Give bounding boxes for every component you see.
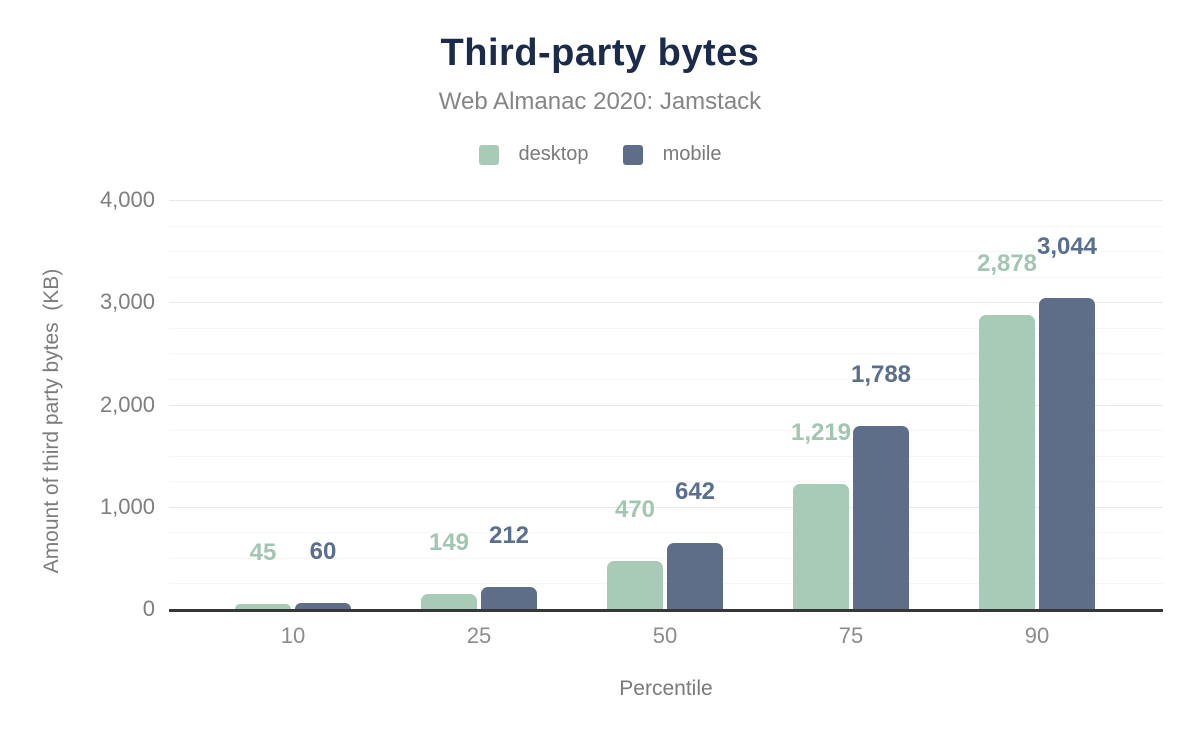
value-label-desktop-p50: 470 [614,495,656,523]
bar-mobile-p90 [1039,297,1095,609]
minor-gridline [169,225,1163,227]
value-label-mobile-p10: 60 [309,537,337,565]
bar-desktop-p90 [979,314,1035,609]
y-tick-label: 2,000 [99,391,155,417]
minor-gridline [169,481,1163,483]
minor-gridline [169,327,1163,329]
bar-desktop-p75 [793,484,849,609]
x-tick-label: 75 [838,623,864,648]
minor-gridline [169,532,1163,534]
major-gridline [169,200,1163,201]
y-tick-label: 0 [142,596,155,621]
legend-item-mobile: mobile [622,143,722,166]
value-label-desktop-p25: 149 [428,528,470,556]
x-tick-label: 90 [1024,623,1050,648]
major-gridline [169,404,1163,406]
x-axis-title: Percentile [619,677,713,700]
y-tick-label: 4,000 [99,187,155,212]
minor-gridline [169,430,1163,432]
minor-gridline [169,583,1163,585]
legend-item-desktop: desktop [478,143,589,166]
bar-desktop-p50 [607,560,663,609]
bar-desktop-p25 [421,593,477,609]
value-label-mobile-p50: 642 [674,478,716,506]
x-tick-label: 10 [280,623,306,648]
legend-label-desktop: desktop [518,143,589,165]
minor-gridline [169,251,1163,253]
bar-mobile-p50 [667,543,723,609]
major-gridline [169,506,1163,508]
chart-title: Third-party bytes [440,32,760,74]
x-tick-label: 50 [652,623,678,648]
plot-area: 0 1,000 2,000 3,000 4,000 45 60 149 212 470 642 1,… [100,188,1163,700]
x-axis-line [169,609,1163,612]
chart-subtitle: Web Almanac 2020: Jamstack [438,88,762,115]
minor-gridline [169,557,1163,559]
bar-mobile-p25 [481,587,537,609]
bar-mobile-p75 [853,426,909,609]
value-label-mobile-p90: 3,044 [1036,232,1098,260]
y-tick-label: 1,000 [99,493,155,519]
bar-mobile-p10 [295,602,351,609]
minor-gridline [169,455,1163,457]
major-gridline [169,302,1163,304]
value-label-desktop-p90: 2,878 [976,249,1038,277]
minor-gridline [169,378,1163,380]
x-tick-label: 25 [466,623,492,648]
desktop-swatch [478,144,499,165]
y-tick-label: 3,000 [99,289,155,315]
minor-gridline [169,353,1163,355]
value-label-desktop-p10: 45 [249,539,277,567]
value-label-mobile-p75: 1,788 [850,361,912,389]
mobile-swatch [622,144,643,165]
minor-gridline [169,276,1163,278]
legend-label-mobile: mobile [662,143,722,165]
bars-layer: 45 60 149 212 470 642 1,219 1,788 2,878 3,044 [169,200,1163,609]
value-label-mobile-p25: 212 [488,522,530,550]
bar-desktop-p10 [235,604,291,609]
legend: desktop mobile [0,143,1200,166]
y-axis-title: Amount of third party bytes (KB) [40,268,63,574]
value-label-desktop-p75: 1,219 [790,419,852,447]
